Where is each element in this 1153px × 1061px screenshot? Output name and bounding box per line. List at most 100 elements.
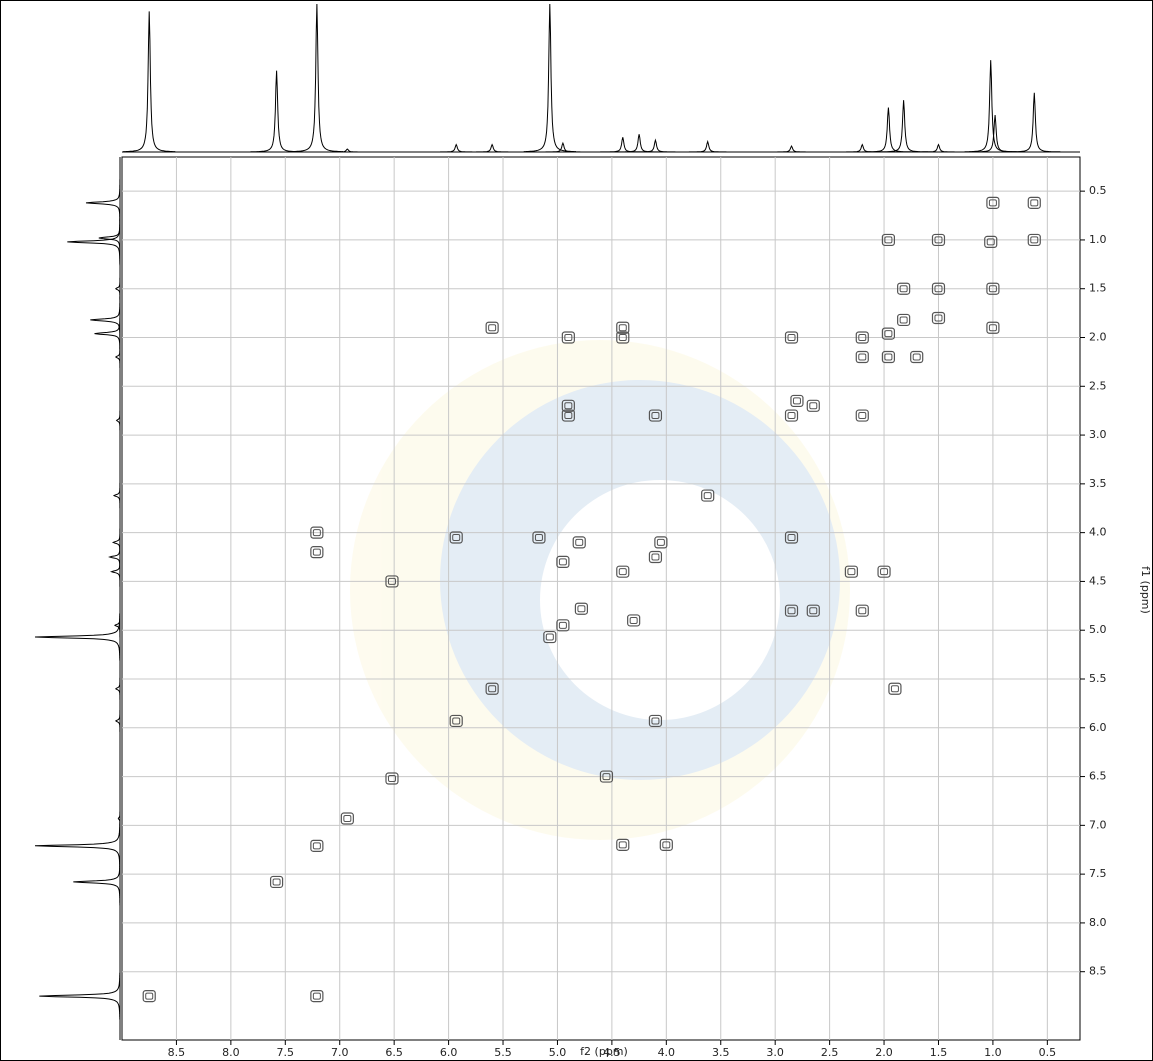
- y-tick-label: 1.0: [1089, 233, 1107, 246]
- left-projection-peak: [94, 310, 121, 357]
- cross-peak: [881, 327, 896, 340]
- top-projection-peak: [862, 107, 915, 153]
- x-tick-label: 5.5: [494, 1046, 512, 1059]
- contour-ring: [564, 334, 573, 342]
- cross-peak: [1027, 233, 1041, 247]
- cross-peak: [881, 350, 896, 364]
- contour-ring: [602, 773, 611, 781]
- contour-ring: [809, 402, 818, 410]
- cross-peak: [543, 630, 557, 644]
- left-projection-peak: [117, 795, 121, 842]
- top-projection-peak: [321, 148, 374, 153]
- cross-peak: [561, 399, 575, 412]
- cross-peak: [806, 399, 820, 412]
- x-tick-label: 3.5: [712, 1046, 730, 1059]
- contour-ring: [452, 534, 461, 542]
- x-tick-label: 7.5: [277, 1046, 295, 1059]
- contour-ring: [564, 402, 573, 410]
- x-tick-label: 6.0: [440, 1046, 458, 1059]
- left-projection-peak: [113, 601, 121, 649]
- cross-peak: [986, 282, 1000, 295]
- contour-ring: [787, 607, 796, 615]
- cross-peak: [310, 546, 324, 559]
- contour-ring: [792, 397, 801, 405]
- top-projection-peak: [1008, 92, 1061, 153]
- left-projection-peak: [114, 265, 121, 313]
- y-tick-label: 7.0: [1089, 818, 1107, 831]
- left-projection-peak: [85, 179, 121, 227]
- contour-ring: [651, 717, 660, 725]
- contour-ring: [1030, 236, 1039, 244]
- top-projection-peak: [613, 134, 666, 153]
- cross-peak: [784, 409, 799, 422]
- top-projection-peak: [629, 138, 682, 153]
- cross-peak: [310, 989, 324, 1003]
- cross-peak: [449, 531, 463, 544]
- x-tick-label: 5.0: [549, 1046, 567, 1059]
- cross-peak: [931, 311, 946, 325]
- top-projection-peak: [536, 141, 589, 153]
- left-projection-peak: [111, 519, 121, 566]
- contour-ring: [787, 412, 796, 420]
- contour-ring: [787, 534, 796, 542]
- contour-ring: [884, 353, 893, 361]
- contour-ring: [899, 285, 908, 293]
- y-tick-label: 8.5: [1089, 965, 1107, 978]
- contour-ring: [884, 330, 893, 338]
- contour-ring: [343, 815, 352, 823]
- contour-ring: [312, 992, 321, 1000]
- y-tick-label: 1.5: [1089, 282, 1107, 295]
- x-tick-label: 7.0: [331, 1046, 349, 1059]
- cross-peak: [532, 531, 546, 544]
- x-tick-label: 2.0: [875, 1046, 893, 1059]
- contour-ring: [272, 878, 281, 886]
- left-projection-peak: [114, 665, 121, 713]
- y-axis-label: f1 (ppm): [1139, 566, 1152, 614]
- cross-peak: [888, 682, 902, 695]
- contour-ring: [988, 199, 997, 207]
- y-tick-label: 5.5: [1089, 672, 1107, 685]
- cross-peak: [142, 989, 156, 1003]
- cross-peak: [806, 604, 820, 617]
- cross-peak: [986, 321, 1000, 334]
- left-projection-peak: [39, 972, 121, 1020]
- contour-ring: [858, 353, 867, 361]
- contour-ring: [629, 616, 638, 624]
- cross-peak: [986, 196, 1000, 209]
- cross-peak: [855, 331, 869, 344]
- contour-ring: [787, 334, 796, 342]
- cross-peak: [897, 313, 911, 327]
- cross-peak: [910, 350, 924, 364]
- left-projection-peak: [112, 472, 121, 519]
- cross-peak: [572, 536, 586, 549]
- y-tick-label: 4.0: [1089, 526, 1107, 539]
- contour-ring: [884, 236, 893, 244]
- cross-peak: [310, 526, 324, 539]
- contour-ring: [986, 238, 995, 246]
- contour-ring: [809, 607, 818, 615]
- x-tick-label: 8.0: [222, 1046, 240, 1059]
- contour-ring: [387, 577, 396, 585]
- contour-ring: [1030, 199, 1039, 207]
- cross-peak: [897, 282, 911, 295]
- x-axis-label: f2 (ppm): [580, 1045, 628, 1058]
- y-tick-label: 5.0: [1089, 623, 1107, 636]
- cross-peak: [616, 321, 630, 334]
- top-projection-peak: [466, 143, 519, 153]
- contour-ring: [880, 568, 889, 576]
- cross-peak: [340, 812, 354, 825]
- contour-ring: [899, 316, 908, 324]
- x-tick-label: 1.0: [984, 1046, 1002, 1059]
- contour-ring: [534, 534, 543, 542]
- cross-peak: [616, 331, 630, 344]
- contour-ring: [488, 685, 497, 693]
- contour-ring: [618, 334, 627, 342]
- plot-area: [121, 156, 1081, 1041]
- cross-peak: [485, 682, 499, 695]
- cross-peak: [984, 235, 998, 248]
- cross-peak: [790, 394, 804, 408]
- cross-peak: [659, 838, 673, 851]
- top-projection-peak: [123, 11, 176, 153]
- y-tick-label: 3.5: [1089, 477, 1107, 490]
